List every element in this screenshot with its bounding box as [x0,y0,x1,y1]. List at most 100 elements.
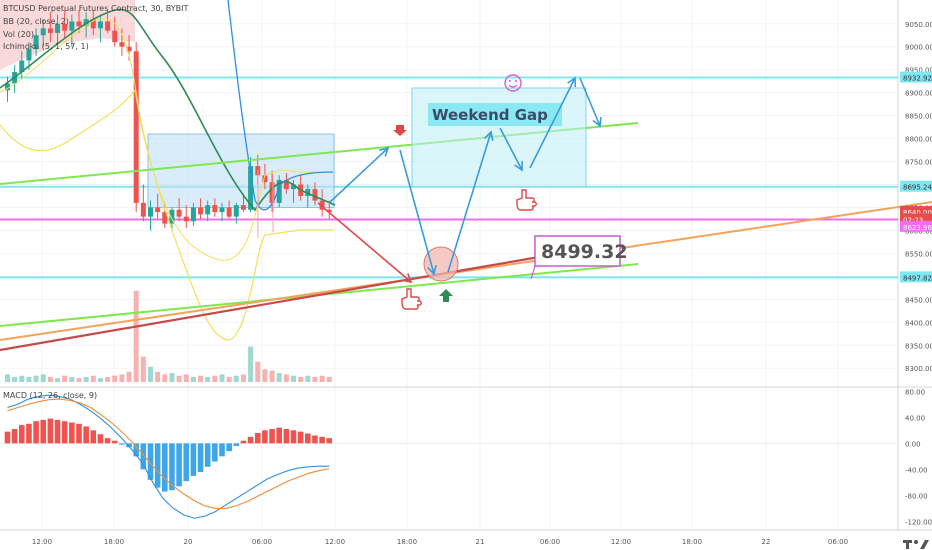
candle-body [33,35,39,50]
pointing-hand-icon-shape [516,189,537,211]
macd-hist-bar [126,443,132,448]
legend-ichimoku: Ichimoku (5, 1, 57, 1) [3,42,89,51]
volume-bar [97,378,103,382]
macd-hist-bar [162,443,168,492]
price-tag-label: 8497.82 [903,274,932,282]
volume-bar [305,375,311,382]
volume-bar [69,376,75,382]
pointing-hand-icon [516,189,537,211]
volume-bar [105,376,111,382]
candle-body [133,51,139,203]
candle-body [140,202,146,217]
price-tick-label: 8850.00 [905,113,932,121]
volume-bar [119,374,125,382]
price-tick-label: 9000.00 [905,44,932,52]
candle-body [55,23,61,33]
candle-body [148,207,153,217]
time-tick-label: 20 [184,538,193,546]
volume-bar [62,375,68,382]
macd-tick-label: 0.00 [905,440,921,448]
blue-arrow-up-2 [447,131,492,273]
smiley-icon [504,74,522,92]
macd-hist-bar [154,443,161,488]
ichimoku-cloud-box [147,133,335,208]
ichimoku-conversion-line [0,8,336,212]
candle-body [226,207,232,217]
candle-body [69,21,75,31]
pointing-hand-icon [401,288,422,310]
red-arrow-down [317,202,412,283]
macd-hist-bar [190,443,197,476]
macd-hist-bar [233,443,240,446]
macd-hist-bar [26,423,32,444]
macd-pane [0,394,898,519]
volume-bar [183,374,189,382]
time-tick-label: 18:00 [397,538,417,546]
candle-body [105,21,111,31]
candle-body [190,207,196,222]
bb-spikes [257,170,274,238]
macd-hist-bar [54,419,61,444]
blue-arrow-up-2-head [483,130,494,141]
legend-title: BTCUSD Perpetual Futures Contract, 30, B… [3,4,189,13]
red-arrow-down-head [402,273,413,284]
volume-bar [126,371,132,382]
weekend-gap-label: Weekend Gap [432,106,548,124]
volume-bar [319,375,325,382]
macd-hist-bar [283,429,290,444]
price-tag-bg [900,271,932,283]
macd-hist-bar [204,443,211,467]
candle-body [248,166,254,210]
volume-bar [90,375,96,382]
volume-bar [55,378,61,382]
bollinger-band-fill [0,0,135,70]
price-tag-bg [900,180,932,192]
volume-bar [262,369,268,382]
volume-bar [190,376,196,382]
volume-bar [233,375,239,382]
candle-body [233,205,239,217]
macd-hist-bar [69,422,75,444]
volume-bar [19,375,25,382]
macd-hist-bar [297,431,304,444]
volume-bar [162,374,168,382]
volume-bar [47,376,53,382]
macd-hist-bar [133,443,139,457]
blue-arrow-down-1-head [427,265,437,276]
volume-bar [326,376,332,382]
candle-body [205,205,211,215]
legend-macd: MACD (12, 26, close, 9) [3,391,98,400]
candle-body [262,175,268,183]
price-tag-bg [900,71,932,83]
volume-bar [276,373,282,382]
bb-band-fill [0,0,135,70]
price-callout-box [534,235,621,267]
indicator-lines [0,0,336,341]
volume-bar [76,378,82,382]
volume-bar [148,366,153,382]
legend-bb: BB (20, close, 2) [3,17,69,26]
candle-body [198,207,204,215]
macd-hist-bar [226,443,232,452]
volume-bar [12,376,18,382]
price-tick-label: 8950.00 [905,67,932,75]
candle-body [19,60,25,72]
macd-hist-bar [104,438,111,444]
volume-bar [169,373,175,382]
ichimoku-cloud [147,133,335,208]
time-tick-label: 06:00 [828,538,848,546]
red-trend-line [0,254,546,352]
macd-hist-bar [319,436,325,444]
price-tag-label: 8932.92 [903,75,932,83]
legend-vol: Vol (20) [3,30,34,39]
price-tick-label: 8300.00 [905,365,932,373]
price-tick-label: 8900.00 [905,90,932,98]
macd-hist-bar [240,440,247,444]
macd-hist-bar [326,438,333,444]
volume-bar [83,376,89,382]
candle-body [26,49,32,61]
blue-arrow-down-2-head [514,160,523,172]
candle-body [119,42,125,47]
time-tick-label: 21 [476,538,485,546]
